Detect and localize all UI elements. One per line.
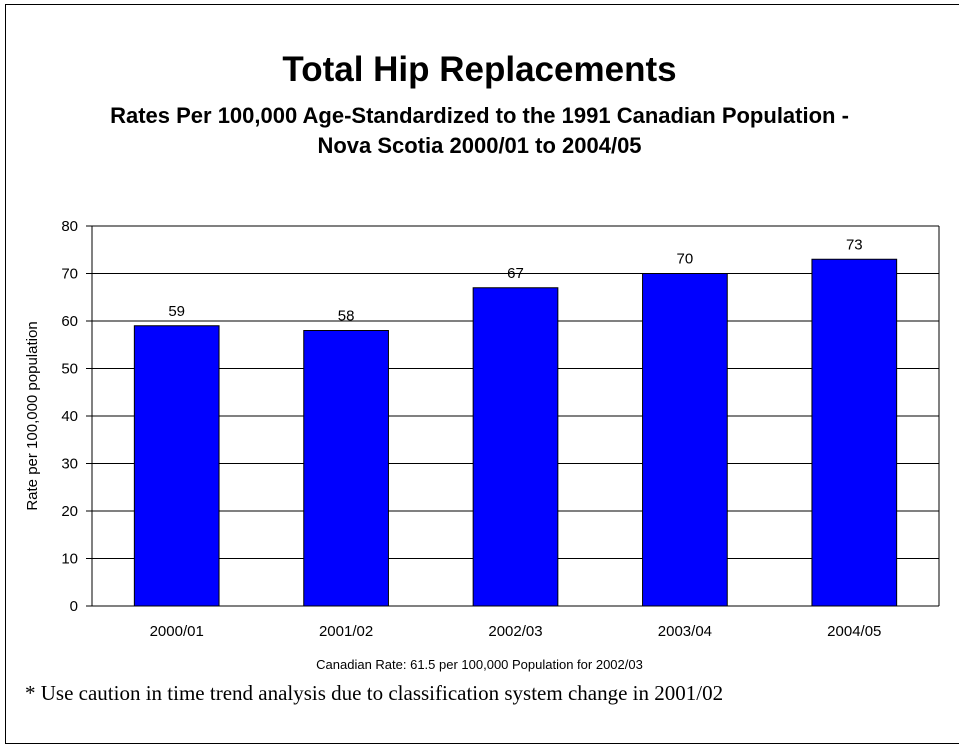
data-label: 70 (677, 251, 694, 268)
data-label: 59 (168, 303, 185, 320)
subtitle-line-2: Nova Scotia 2000/01 to 2004/05 (317, 133, 642, 158)
y-tick-label: 50 (61, 361, 78, 378)
x-tick-label: 2001/02 (319, 623, 373, 640)
y-tick-label: 0 (70, 598, 78, 615)
bar (642, 273, 728, 607)
subtitle-line-1: Rates Per 100,000 Age-Standardized to th… (110, 103, 849, 128)
bar (472, 287, 559, 607)
y-tick-label: 40 (61, 408, 78, 425)
y-axis-title: Rate per 100,000 population (24, 321, 41, 510)
data-label: 67 (507, 265, 524, 282)
data-label: 58 (338, 308, 355, 325)
chart-subtitle: Rates Per 100,000 Age-Standardized to th… (0, 101, 959, 161)
x-tick-label: 2002/03 (488, 623, 542, 640)
canadian-rate-note: Canadian Rate: 61.5 per 100,000 Populati… (316, 657, 643, 672)
caution-footnote: * Use caution in time trend analysis due… (25, 681, 724, 705)
bar-chart: 0 10 20 30 40 50 60 70 80 59 2000/01 58 2001/02 67 200… (24, 218, 940, 640)
x-tick-label: 2000/01 (150, 623, 204, 640)
bar (303, 330, 389, 607)
chart-title: Total Hip Replacements (282, 50, 677, 89)
y-tick-label: 60 (61, 313, 78, 330)
y-tick-label: 70 (61, 266, 78, 283)
y-tick-label: 30 (61, 456, 78, 473)
x-tick-label: 2003/04 (658, 623, 712, 640)
x-tick-label: 2004/05 (827, 623, 881, 640)
bar (133, 325, 220, 607)
data-label: 73 (846, 236, 863, 253)
y-tick-label: 20 (61, 503, 78, 520)
y-tick-label: 10 (61, 551, 78, 568)
bar (811, 258, 898, 607)
y-tick-label: 80 (61, 218, 78, 235)
